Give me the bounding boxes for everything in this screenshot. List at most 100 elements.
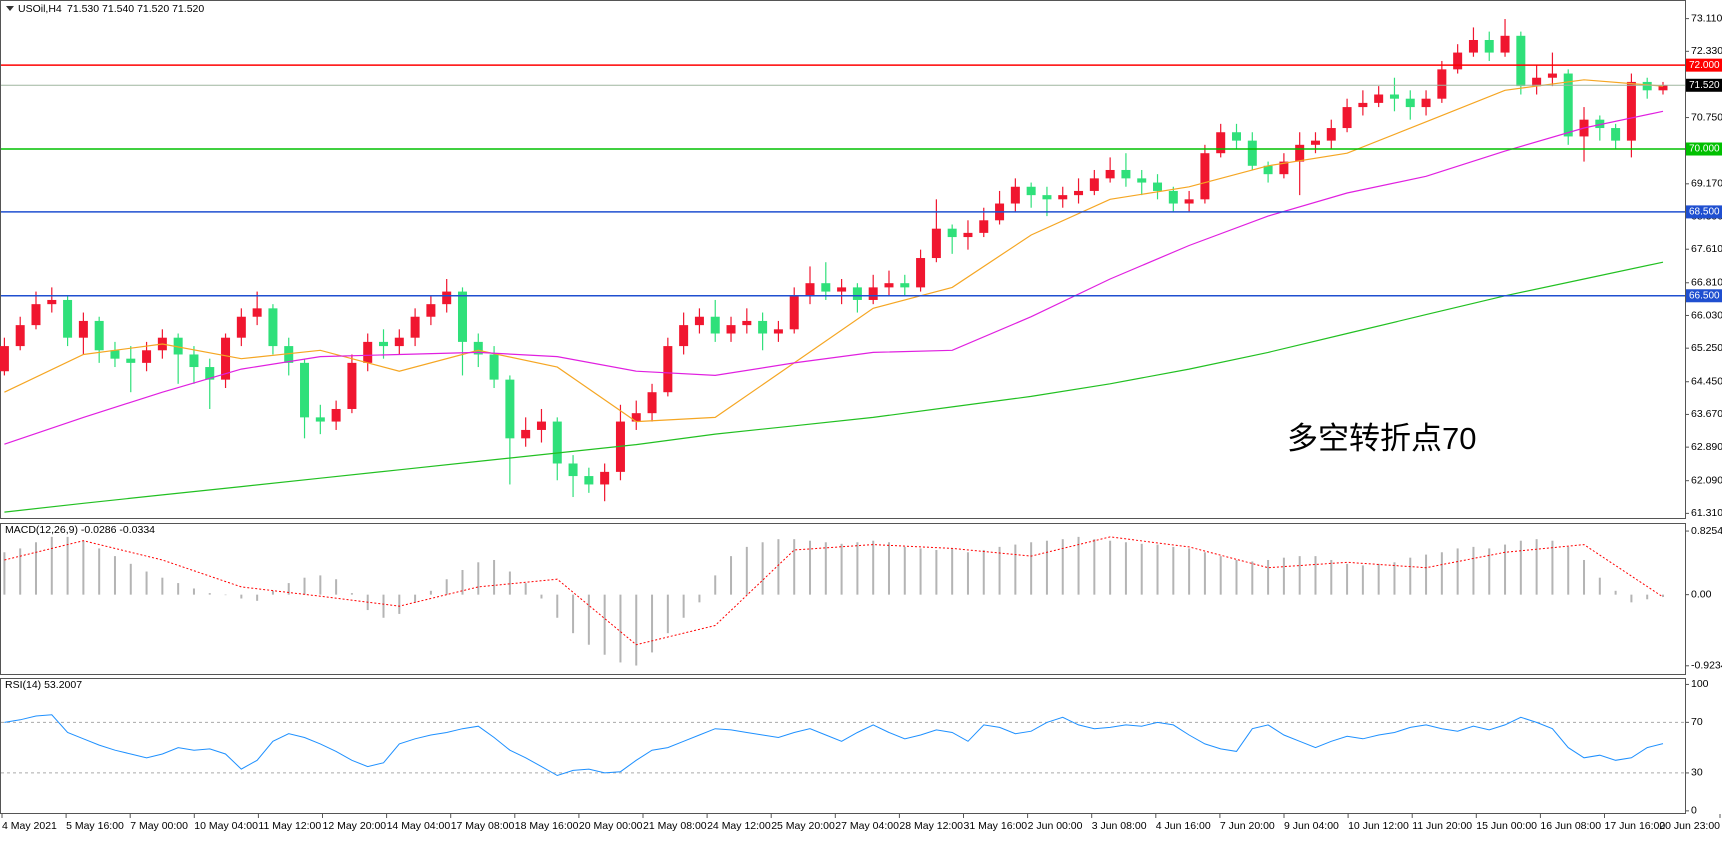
candle-body xyxy=(710,316,720,334)
y-tick-label: 67.610 xyxy=(1691,243,1722,255)
macd-bar xyxy=(651,594,654,653)
macd-bar xyxy=(3,552,6,595)
macd-bar xyxy=(129,563,132,595)
candle-body xyxy=(947,228,957,238)
macd-bar xyxy=(1298,556,1301,595)
macd-bar xyxy=(1330,559,1333,595)
macd-bar xyxy=(461,569,464,595)
macd-bar xyxy=(1440,552,1443,595)
annotation: 多空转折点70 xyxy=(1287,421,1476,456)
x-tick-label: 18 May 16:00 xyxy=(515,820,579,832)
macd-bar xyxy=(1077,536,1080,595)
macd-bar xyxy=(824,542,827,595)
candle-body xyxy=(1658,85,1668,91)
chart-title: USOil,H4 xyxy=(18,3,62,15)
x-tick-label: 11 Jun 20:00 xyxy=(1412,820,1472,832)
macd-bar xyxy=(19,548,22,595)
candle-body xyxy=(1216,132,1226,154)
level-label: 68.500 xyxy=(1689,207,1720,218)
y-tick-label: 0 xyxy=(1691,805,1697,817)
candle-body xyxy=(1500,35,1510,53)
candle-body xyxy=(584,476,594,485)
candle-body xyxy=(1421,98,1431,108)
candle-body xyxy=(1010,186,1020,204)
candle-body xyxy=(631,413,641,422)
candle-body xyxy=(1042,195,1052,200)
x-tick-label: 25 May 20:00 xyxy=(771,820,835,832)
macd-bar xyxy=(34,542,37,595)
ohlc-text: 71.530 71.540 71.520 71.520 xyxy=(67,3,204,15)
macd-bar xyxy=(1014,544,1017,595)
candle-body xyxy=(963,232,973,238)
candle-body xyxy=(789,295,799,330)
macd-bar xyxy=(66,536,69,595)
level-label: 71.520 xyxy=(1689,80,1720,91)
macd-bar xyxy=(1045,540,1048,595)
candle-body xyxy=(426,304,436,317)
x-tick-label: 3 Jun 08:00 xyxy=(1092,820,1147,832)
candle-body xyxy=(1374,94,1384,103)
y-tick-label: 69.170 xyxy=(1691,178,1722,190)
macd-bar xyxy=(1172,546,1175,595)
x-tick-label: 27 May 04:00 xyxy=(835,820,899,832)
level-box xyxy=(1686,205,1722,219)
macd-bar xyxy=(1551,540,1554,595)
macd-bar xyxy=(50,536,53,595)
macd-bar xyxy=(1630,594,1633,603)
macd-bar xyxy=(856,542,859,595)
macd-bar xyxy=(1156,544,1159,595)
macd-bar xyxy=(477,562,480,595)
y-tick-label: 66.810 xyxy=(1691,277,1722,289)
macd-bar xyxy=(429,590,432,595)
x-tick-label: 10 May 04:00 xyxy=(194,820,258,832)
candle-body xyxy=(252,308,262,317)
x-tick-label: 31 May 16:00 xyxy=(964,820,1028,832)
macd-bar xyxy=(951,548,954,595)
symbol-icon xyxy=(6,6,14,11)
macd-bar xyxy=(840,543,843,595)
candle-body xyxy=(94,320,104,351)
x-tick-label: 17 May 08:00 xyxy=(451,820,515,832)
macd-bar xyxy=(761,542,764,595)
candle-body xyxy=(884,283,894,288)
candle-body xyxy=(1184,199,1194,204)
macd-bar xyxy=(1219,556,1222,595)
candle-body xyxy=(837,287,847,292)
candle-body xyxy=(1626,81,1636,141)
x-tick-label: 21 May 08:00 xyxy=(643,820,707,832)
macd-bar xyxy=(508,571,511,595)
candle-body xyxy=(331,408,341,422)
candle-body xyxy=(1137,178,1147,183)
candle-body xyxy=(347,362,357,409)
macd-bar xyxy=(1409,557,1412,595)
candle-body xyxy=(0,346,9,372)
level-label: 70.000 xyxy=(1689,144,1720,155)
macd-bar xyxy=(966,552,969,595)
candle-body xyxy=(268,308,278,347)
macd-bar xyxy=(714,575,717,595)
x-tick-label: 12 May 20:00 xyxy=(323,820,387,832)
candle-body xyxy=(1310,140,1320,145)
macd-bar xyxy=(98,548,101,595)
macd-bar xyxy=(619,594,622,663)
candle-body xyxy=(868,287,878,300)
candle-body xyxy=(126,358,136,363)
macd-bar xyxy=(1456,548,1459,595)
candle-body xyxy=(473,341,483,355)
macd-bar xyxy=(1203,552,1206,595)
candle-body xyxy=(536,421,546,430)
candle-body xyxy=(1232,132,1242,141)
candle-body xyxy=(1468,39,1478,53)
macd-bar xyxy=(1598,577,1601,595)
macd-bar xyxy=(271,590,274,595)
candle-body xyxy=(979,220,989,233)
moving-average xyxy=(4,79,1664,423)
candle-body xyxy=(1358,102,1368,108)
macd-bar xyxy=(935,549,938,595)
x-tick-label: 24 May 12:00 xyxy=(707,820,771,832)
macd-bar xyxy=(1519,540,1522,595)
candle-body xyxy=(1532,77,1542,87)
rsi-label: RSI(14) 53.2007 xyxy=(5,679,82,691)
x-tick-label: 5 May 16:00 xyxy=(66,820,124,832)
macd-bar xyxy=(208,593,211,595)
